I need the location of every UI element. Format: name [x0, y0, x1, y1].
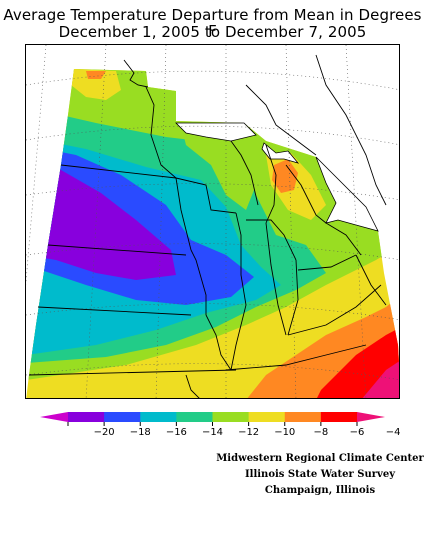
- legend-tick-label: −10: [274, 427, 296, 438]
- legend-swatch: [284, 412, 322, 422]
- legend-swatch: [104, 412, 141, 422]
- state-boundaries: [28, 86, 387, 398]
- legend-tick-label: −4: [385, 427, 401, 438]
- legend-swatch: [140, 412, 177, 422]
- legend-tick-label: −18: [129, 427, 151, 438]
- legend-arrow-high: [357, 412, 385, 422]
- graticule: [26, 45, 399, 398]
- legend-tick-label: −12: [238, 427, 260, 438]
- legend-swatch: [248, 412, 286, 422]
- coastline-north: [123, 54, 387, 206]
- map-title: Average Temperature Departure from Mean …: [3, 6, 422, 40]
- legend-swatch: [320, 412, 358, 422]
- credit-line-2: Illinois State Water Survey: [244, 469, 396, 480]
- legend-arrow-low: [40, 412, 68, 422]
- color-legend: [40, 412, 385, 426]
- legend-tick-label: −6: [349, 427, 365, 438]
- legend-swatch: [212, 412, 250, 422]
- legend-swatch: [68, 412, 105, 422]
- credit-line-3: Champaign, Illinois: [264, 485, 376, 496]
- legend-swatch: [176, 412, 213, 422]
- great-lakes: [175, 122, 379, 232]
- temperature-map: [25, 44, 400, 399]
- credit-line-1: Midwestern Regional Climate Center: [216, 453, 424, 464]
- legend-tick-label: −20: [93, 427, 115, 438]
- legend-tick-label: −14: [201, 427, 224, 438]
- legend-tick-label: −8: [313, 427, 329, 438]
- legend-tick-label: −16: [165, 427, 187, 438]
- map-date-range: December 1, 2005 to December 7, 2005: [58, 23, 367, 41]
